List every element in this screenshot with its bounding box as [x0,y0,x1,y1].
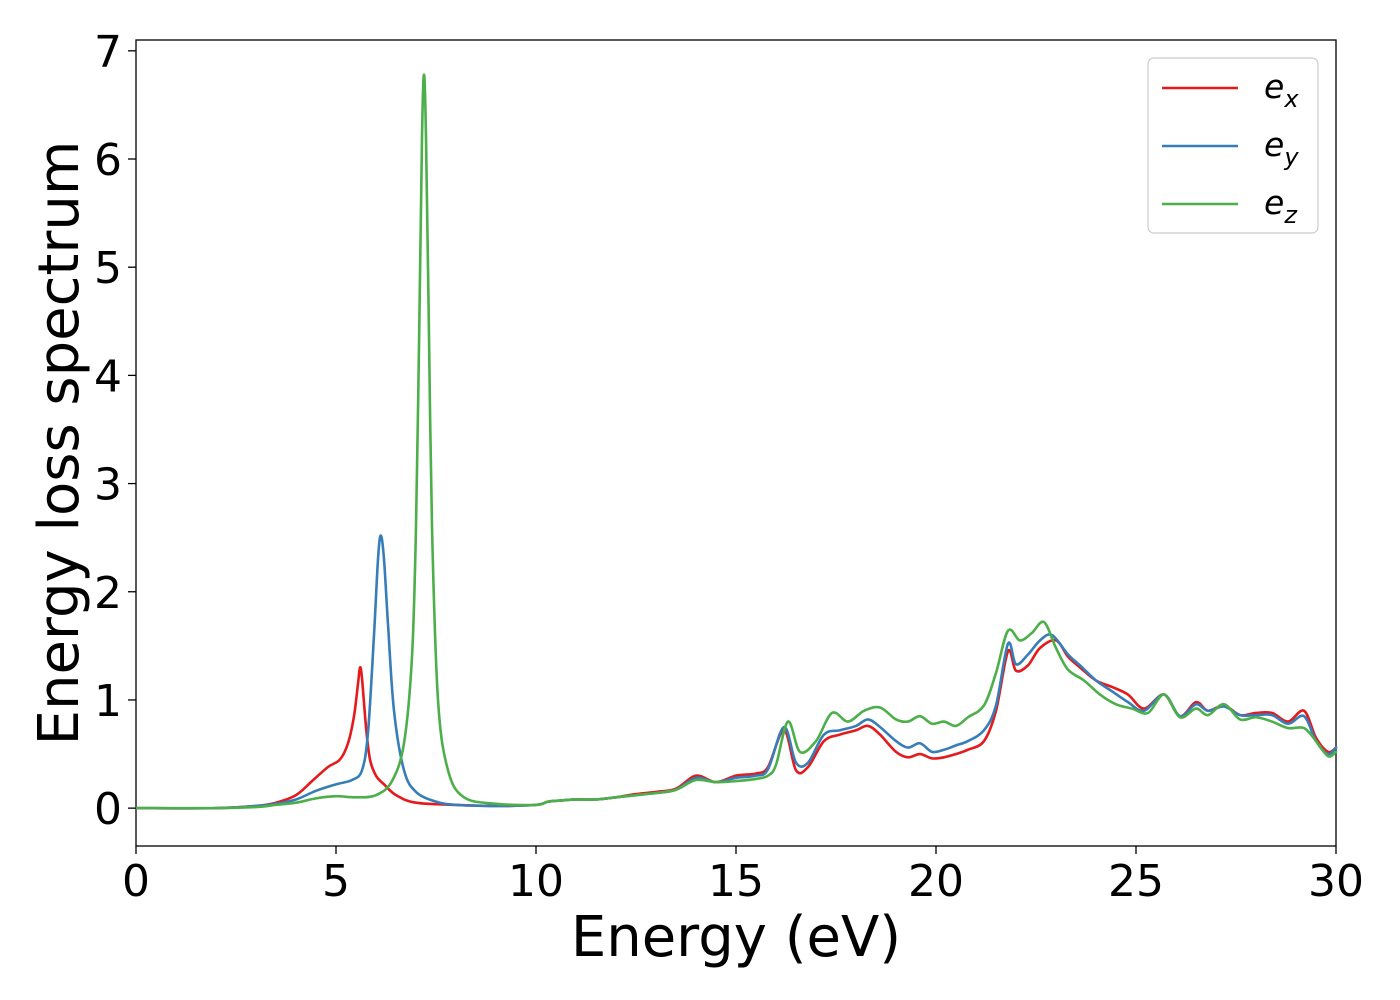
y-axis-label: Energy loss spectrum [27,141,92,746]
x-tick-label: 25 [1108,856,1164,907]
series-layer [134,73,1338,810]
y-tick-label: 6 [94,135,122,186]
legend: ex ey ez [1147,57,1319,234]
legend-label-y: ey [1264,125,1299,171]
x-tick-label: 10 [508,856,564,907]
x-tick-label: 5 [322,856,350,907]
legend-label-z: ez [1264,183,1298,229]
x-tick-label: 15 [708,856,764,907]
series-line-z [134,73,1338,810]
x-axis-ticks: 0 5 10 15 20 25 30 [122,846,1364,907]
series-line-x [134,638,1338,810]
x-axis-label: Energy (eV) [571,905,901,970]
y-tick-label: 3 [94,460,122,511]
y-tick-label: 0 [94,784,122,835]
y-axis-ticks: 0 1 2 3 4 5 6 7 [94,27,136,835]
y-tick-label: 5 [94,243,122,294]
x-tick-label: 20 [908,856,964,907]
x-tick-label: 0 [122,856,150,907]
series-line-y [134,534,1338,810]
y-tick-label: 7 [94,27,122,78]
y-tick-label: 2 [94,568,122,619]
y-tick-label: 4 [94,351,122,402]
x-tick-label: 30 [1308,856,1364,907]
y-tick-label: 1 [94,676,122,727]
plot-area: 0 5 10 15 20 25 30 0 1 2 3 4 5 6 7 [94,27,1364,907]
legend-label-x: ex [1264,67,1299,113]
